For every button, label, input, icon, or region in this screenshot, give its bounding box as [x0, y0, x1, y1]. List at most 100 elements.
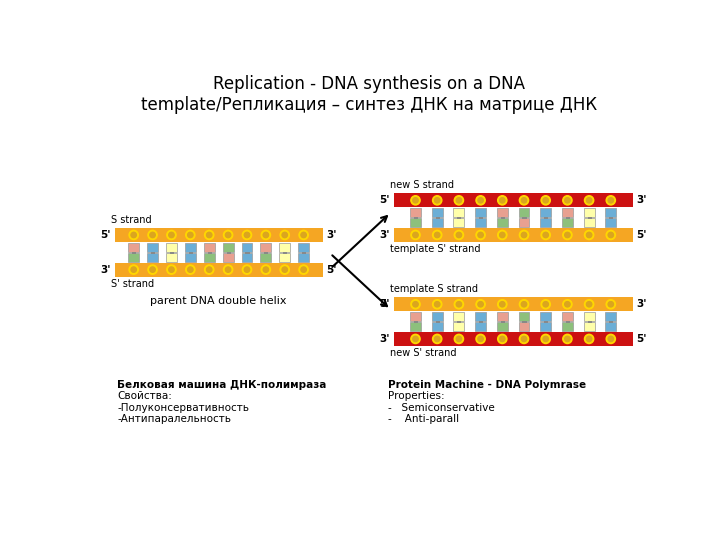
- Circle shape: [563, 300, 572, 309]
- Circle shape: [478, 336, 483, 342]
- Circle shape: [243, 231, 251, 240]
- Circle shape: [413, 336, 418, 342]
- Bar: [394, 193, 632, 207]
- Circle shape: [168, 232, 174, 238]
- Circle shape: [456, 198, 462, 203]
- Bar: [454, 322, 464, 331]
- Circle shape: [167, 265, 176, 274]
- Circle shape: [498, 300, 507, 309]
- Circle shape: [434, 301, 440, 307]
- Text: 5': 5': [379, 299, 390, 309]
- Bar: [261, 242, 271, 252]
- Text: 5': 5': [636, 230, 647, 240]
- Circle shape: [543, 301, 549, 307]
- Circle shape: [261, 231, 271, 240]
- Circle shape: [168, 267, 174, 272]
- Circle shape: [541, 231, 550, 240]
- Bar: [454, 312, 464, 321]
- Bar: [584, 312, 595, 321]
- Bar: [114, 228, 323, 242]
- Circle shape: [188, 267, 193, 272]
- Bar: [241, 253, 253, 262]
- Bar: [241, 242, 253, 252]
- Bar: [114, 262, 323, 276]
- Circle shape: [585, 334, 594, 343]
- Circle shape: [519, 231, 528, 240]
- Bar: [185, 242, 196, 252]
- Bar: [147, 242, 158, 252]
- Circle shape: [148, 265, 157, 274]
- Circle shape: [280, 231, 289, 240]
- Text: Replication - DNA synthesis on a DNA
template/Репликация – синтез ДНК на матрице: Replication - DNA synthesis on a DNA tem…: [141, 75, 597, 113]
- Circle shape: [456, 232, 462, 238]
- Circle shape: [563, 334, 572, 343]
- Circle shape: [476, 300, 485, 309]
- Text: 3': 3': [379, 230, 390, 240]
- Bar: [584, 322, 595, 331]
- Circle shape: [433, 300, 442, 309]
- Bar: [410, 312, 421, 321]
- Circle shape: [413, 301, 418, 307]
- Circle shape: [454, 300, 464, 309]
- Bar: [518, 312, 529, 321]
- Text: new S strand: new S strand: [390, 180, 454, 190]
- Circle shape: [564, 336, 570, 342]
- Text: 5': 5': [379, 195, 390, 205]
- Circle shape: [207, 267, 212, 272]
- Circle shape: [541, 195, 550, 205]
- Circle shape: [413, 232, 418, 238]
- Bar: [497, 322, 508, 331]
- Bar: [147, 253, 158, 262]
- Circle shape: [500, 198, 505, 203]
- Circle shape: [543, 336, 549, 342]
- Circle shape: [150, 267, 156, 272]
- Circle shape: [411, 231, 420, 240]
- Bar: [518, 322, 529, 331]
- Circle shape: [543, 232, 549, 238]
- Bar: [298, 253, 309, 262]
- Circle shape: [585, 195, 594, 205]
- Circle shape: [476, 195, 485, 205]
- Bar: [606, 322, 616, 331]
- Circle shape: [299, 231, 308, 240]
- Bar: [185, 253, 196, 262]
- Circle shape: [586, 301, 592, 307]
- Bar: [454, 208, 464, 217]
- Circle shape: [223, 231, 233, 240]
- Bar: [606, 218, 616, 227]
- Circle shape: [541, 334, 550, 343]
- Circle shape: [188, 232, 193, 238]
- Bar: [540, 218, 551, 227]
- Text: Protein Machine - DNA Polymrase: Protein Machine - DNA Polymrase: [388, 381, 587, 390]
- Circle shape: [519, 300, 528, 309]
- Bar: [166, 253, 177, 262]
- Bar: [279, 253, 290, 262]
- Bar: [432, 208, 443, 217]
- Circle shape: [521, 198, 527, 203]
- Circle shape: [411, 300, 420, 309]
- Bar: [562, 312, 573, 321]
- Circle shape: [456, 336, 462, 342]
- Circle shape: [519, 334, 528, 343]
- Circle shape: [243, 265, 251, 274]
- Circle shape: [586, 232, 592, 238]
- Circle shape: [478, 301, 483, 307]
- Text: 5': 5': [326, 265, 337, 275]
- Bar: [454, 218, 464, 227]
- Circle shape: [543, 198, 549, 203]
- Bar: [584, 208, 595, 217]
- Bar: [410, 208, 421, 217]
- Bar: [518, 218, 529, 227]
- Circle shape: [476, 334, 485, 343]
- Text: Белковая машина ДНК-полимраза: Белковая машина ДНК-полимраза: [117, 381, 326, 390]
- Circle shape: [434, 232, 440, 238]
- Bar: [128, 253, 139, 262]
- Circle shape: [204, 231, 214, 240]
- Text: 5': 5': [100, 230, 111, 240]
- Circle shape: [225, 232, 231, 238]
- Text: S' strand: S' strand: [111, 279, 154, 289]
- Bar: [432, 322, 443, 331]
- Bar: [475, 322, 486, 331]
- Bar: [261, 253, 271, 262]
- Circle shape: [434, 336, 440, 342]
